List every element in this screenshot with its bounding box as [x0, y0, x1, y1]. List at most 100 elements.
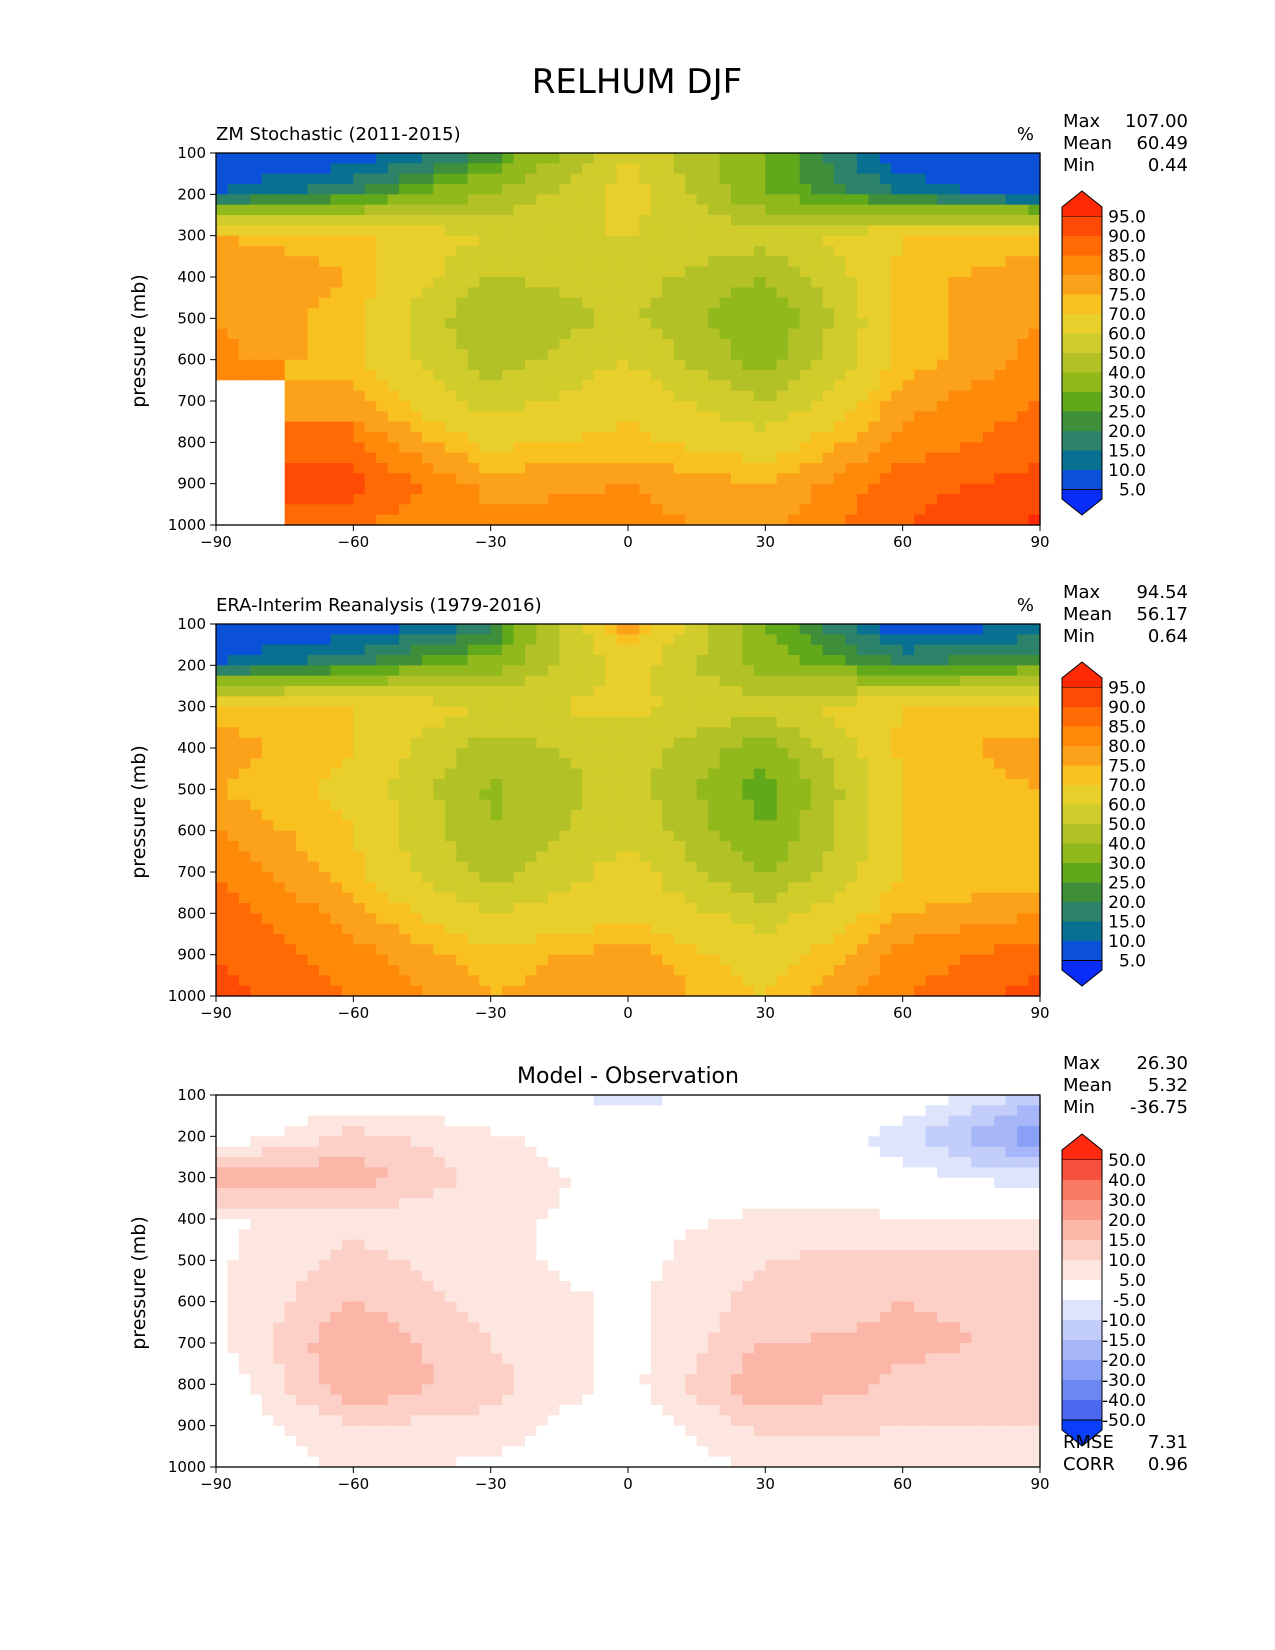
field-cell	[559, 789, 572, 801]
field-cell	[971, 328, 984, 340]
field-cell	[834, 810, 847, 821]
field-cell	[570, 706, 583, 718]
field-cell	[639, 830, 652, 842]
field-cell	[753, 256, 766, 268]
field-cell	[628, 830, 641, 842]
field-cell	[628, 799, 641, 811]
field-cell	[982, 624, 995, 635]
field-cell	[868, 421, 881, 433]
field-cell	[570, 903, 583, 914]
field-cell	[868, 634, 881, 646]
field-cell	[490, 923, 503, 935]
field-cell	[696, 892, 709, 904]
field-cell	[250, 287, 263, 299]
field-cell	[227, 954, 240, 966]
field-cell	[307, 380, 320, 392]
field-cell	[296, 246, 309, 257]
field-cell	[525, 675, 538, 687]
field-cell	[410, 494, 423, 505]
field-cell	[330, 789, 343, 801]
field-cell	[410, 380, 423, 392]
field-cell	[616, 339, 629, 350]
field-cell	[502, 851, 515, 863]
field-cell	[753, 318, 766, 330]
field-cell	[914, 810, 927, 821]
field-cell	[845, 799, 858, 811]
field-cell	[856, 277, 869, 288]
field-cell	[513, 194, 526, 206]
field-cell	[364, 841, 377, 852]
field-cell	[834, 514, 847, 526]
field-cell	[696, 411, 709, 423]
field-cell	[742, 892, 755, 904]
field-cell	[685, 287, 698, 299]
field-cell	[433, 696, 446, 708]
field-cell	[811, 235, 824, 247]
field-cell	[387, 799, 400, 811]
field-cell	[834, 624, 847, 635]
field-cell	[811, 442, 824, 454]
field-cell	[547, 820, 560, 832]
field-cell	[547, 215, 560, 226]
field-cell	[1017, 266, 1030, 278]
field-cell	[891, 318, 904, 330]
field-cell	[296, 799, 309, 811]
field-cell	[513, 401, 526, 412]
field-cell	[559, 494, 572, 505]
field-cell	[719, 727, 732, 739]
field-cell	[570, 204, 583, 216]
field-cell	[593, 432, 606, 443]
field-cell	[582, 204, 595, 216]
field-cell	[834, 799, 847, 811]
field-cell	[284, 235, 297, 247]
field-cell	[444, 266, 457, 278]
field-cell	[513, 644, 526, 656]
colorbar-segment	[1062, 333, 1102, 354]
field-cell	[582, 923, 595, 935]
field-cell	[788, 841, 801, 852]
field-cell	[948, 215, 961, 226]
field-cell	[925, 494, 938, 505]
field-cell	[536, 634, 549, 646]
field-cell	[628, 768, 641, 780]
field-cell	[444, 318, 457, 330]
field-cell	[731, 390, 744, 402]
field-cell	[353, 494, 366, 505]
field-cell	[776, 903, 789, 914]
field-cell	[593, 494, 606, 505]
field-cell	[479, 318, 492, 330]
field-cell	[422, 370, 435, 381]
field-cell	[742, 841, 755, 852]
field-cell	[971, 163, 984, 175]
field-cell	[296, 401, 309, 412]
colorbar-label: 50.0	[1108, 344, 1146, 364]
field-cell	[525, 944, 538, 956]
field-cell	[605, 390, 618, 402]
field-cell	[536, 390, 549, 402]
field-cell	[387, 686, 400, 697]
field-cell	[845, 737, 858, 749]
field-cell	[925, 758, 938, 770]
field-cell	[925, 851, 938, 863]
field-cell	[376, 339, 389, 350]
field-cell	[765, 892, 778, 904]
field-cell	[238, 494, 251, 505]
field-cell	[650, 514, 663, 526]
field-cell	[673, 923, 686, 935]
field-cell	[376, 277, 389, 288]
field-cell	[616, 173, 629, 185]
field-cell	[536, 665, 549, 677]
field-cell	[536, 758, 549, 770]
field-cell	[525, 339, 538, 350]
field-cell	[284, 401, 297, 412]
field-cell	[1017, 748, 1030, 759]
field-cell	[502, 318, 515, 330]
field-cell	[948, 246, 961, 257]
field-cell	[822, 903, 835, 914]
field-cell	[227, 944, 240, 956]
field-cell	[845, 432, 858, 443]
field-cell	[582, 644, 595, 656]
field-cell	[845, 318, 858, 330]
field-cell	[364, 277, 377, 288]
field-cell	[444, 297, 457, 309]
